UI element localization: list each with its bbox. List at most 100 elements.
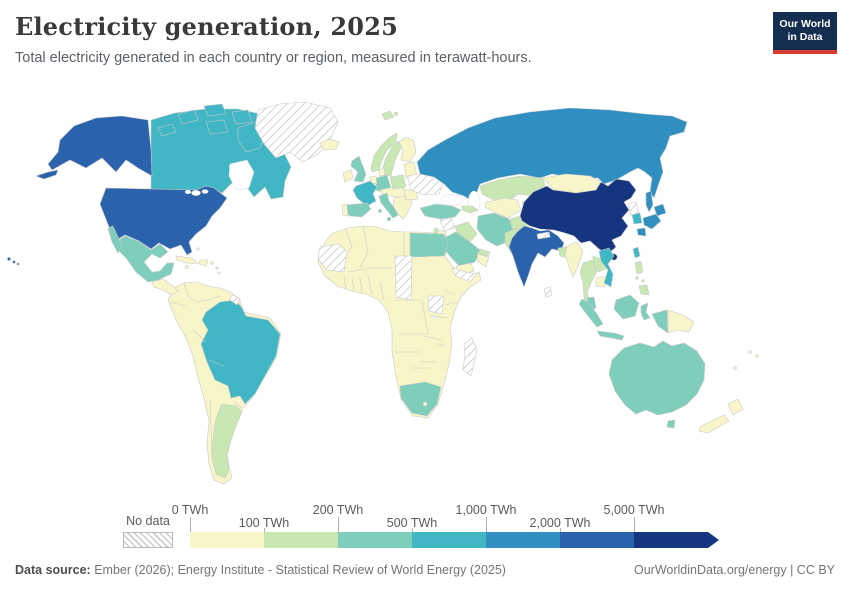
- black-sea: [440, 194, 464, 206]
- country-central-america[interactable]: [151, 278, 179, 296]
- country-west-papua[interactable]: [651, 309, 669, 334]
- country-cambodia[interactable]: [595, 275, 607, 288]
- country-south-sudan[interactable]: [427, 295, 445, 315]
- country-japan-kyushu[interactable]: [636, 227, 647, 237]
- country-south-africa[interactable]: [399, 381, 442, 417]
- country-borneo[interactable]: [613, 294, 640, 320]
- country-png[interactable]: [667, 309, 695, 334]
- country-nz-north[interactable]: [727, 398, 744, 416]
- country-sri-lanka[interactable]: [543, 286, 553, 298]
- pacific-islands-group: [733, 350, 759, 370]
- country-philippines-mindanao[interactable]: [638, 284, 650, 296]
- country-argentina[interactable]: [211, 403, 243, 479]
- hudson-bay: [228, 159, 255, 191]
- hawaii[interactable]: [7, 257, 11, 261]
- country-russia-sakhalin[interactable]: [645, 190, 654, 213]
- country-norway[interactable]: [370, 132, 398, 173]
- legend-bin-3[interactable]: [412, 532, 486, 548]
- country-greenland[interactable]: [254, 101, 339, 163]
- country-iceland[interactable]: [319, 138, 340, 151]
- legend-arrow: [708, 532, 719, 548]
- country-ireland[interactable]: [342, 169, 354, 183]
- country-sicily[interactable]: [386, 216, 392, 222]
- legend-tick-4: [486, 517, 487, 532]
- country-caucasus[interactable]: [461, 205, 479, 214]
- country-turkey[interactable]: [419, 203, 462, 220]
- data-source-text: Ember (2026); Energy Institute - Statist…: [90, 563, 506, 577]
- country-philippines-group: [634, 260, 650, 296]
- country-india[interactable]: [508, 225, 565, 288]
- country-indonesia-sumatra[interactable]: [578, 298, 604, 328]
- credit-link[interactable]: OurWorldinData.org/energy | CC BY: [633, 563, 835, 577]
- legend-label-3: 500 TWh: [386, 516, 438, 530]
- country-nepal[interactable]: [536, 231, 551, 240]
- country-north-korea[interactable]: [627, 201, 640, 216]
- country-sulawesi[interactable]: [640, 302, 651, 321]
- legend-bin-4[interactable]: [486, 532, 560, 548]
- country-chad[interactable]: [394, 255, 413, 301]
- legend-label-6: 5,000 TWh: [603, 503, 665, 517]
- legend-bin-1[interactable]: [264, 532, 338, 548]
- country-mexico[interactable]: [113, 235, 175, 283]
- legend-bin-2[interactable]: [338, 532, 412, 548]
- country-cuba[interactable]: [175, 255, 199, 265]
- country-new-zealand-group: [698, 398, 744, 434]
- country-denmark[interactable]: [378, 167, 386, 177]
- country-svalbard[interactable]: [381, 110, 395, 121]
- country-caribbean-group: [175, 247, 221, 275]
- country-indonesia-java[interactable]: [596, 330, 625, 341]
- legend-label-1: 100 TWh: [238, 516, 290, 530]
- country-mexico-baja[interactable]: [107, 225, 123, 254]
- country-australia[interactable]: [608, 340, 706, 416]
- country-uae[interactable]: [478, 248, 491, 258]
- great-lakes-3: [184, 189, 192, 195]
- country-benelux[interactable]: [369, 175, 378, 185]
- country-central-asia[interactable]: [484, 197, 522, 219]
- country-french-guiana[interactable]: [229, 294, 241, 306]
- country-brazil[interactable]: [200, 299, 281, 405]
- legend-bin-0[interactable]: [190, 532, 264, 548]
- legend-bin-5[interactable]: [560, 532, 634, 548]
- country-japan-honshu[interactable]: [642, 213, 662, 230]
- sa-internal-borders: [169, 282, 243, 459]
- country-finland[interactable]: [398, 136, 417, 163]
- country-africa-other[interactable]: [317, 225, 482, 419]
- owid-logo[interactable]: Our World in Data: [773, 12, 837, 54]
- country-usa[interactable]: [99, 185, 228, 256]
- country-sardinia[interactable]: [378, 209, 382, 213]
- country-japan-group: [636, 203, 667, 237]
- country-mongolia[interactable]: [542, 173, 601, 194]
- country-lesotho[interactable]: [422, 401, 428, 407]
- country-tasmania[interactable]: [666, 419, 676, 429]
- country-myanmar[interactable]: [564, 241, 584, 278]
- legend-bin-6[interactable]: [634, 532, 708, 548]
- country-china[interactable]: [519, 178, 637, 255]
- data-source-label: Data source:: [15, 563, 91, 577]
- country-france[interactable]: [352, 180, 378, 207]
- legend-tick-2: [338, 517, 339, 532]
- great-lakes: [191, 190, 201, 196]
- country-portugal[interactable]: [341, 203, 349, 217]
- country-usa-alaska[interactable]: [47, 115, 153, 177]
- country-vietnam[interactable]: [598, 247, 615, 288]
- no-data-swatch[interactable]: [123, 532, 173, 548]
- country-south-korea[interactable]: [631, 212, 643, 225]
- country-wsahara-mauritania[interactable]: [317, 243, 348, 273]
- legend-label-2: 200 TWh: [312, 503, 364, 517]
- no-data-label: No data: [126, 514, 170, 528]
- country-philippines-luzon[interactable]: [634, 260, 644, 275]
- country-nz-south[interactable]: [698, 414, 730, 434]
- country-italy[interactable]: [378, 192, 399, 219]
- legend-tick-1: [264, 528, 265, 532]
- country-madagascar[interactable]: [462, 337, 478, 377]
- data-source: Data source: Ember (2026); Energy Instit…: [15, 563, 506, 577]
- country-horn-of-africa[interactable]: [451, 267, 478, 283]
- country-japan-hokkaido[interactable]: [653, 203, 667, 217]
- country-syria[interactable]: [439, 217, 456, 232]
- country-poland[interactable]: [389, 174, 407, 190]
- country-uk[interactable]: [350, 155, 367, 183]
- country-taiwan[interactable]: [632, 246, 641, 259]
- country-egypt[interactable]: [409, 232, 449, 258]
- country-hispaniola[interactable]: [198, 259, 209, 267]
